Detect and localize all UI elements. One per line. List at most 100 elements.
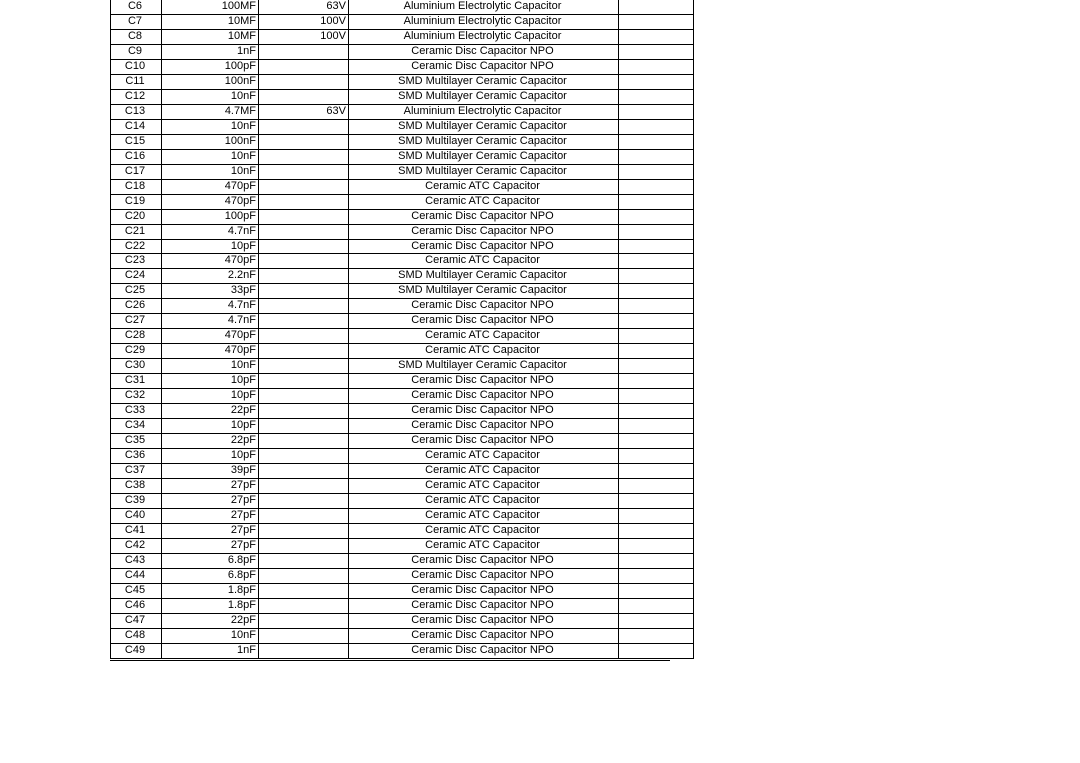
table-cell: Ceramic ATC Capacitor	[349, 538, 619, 553]
table-row: C451.8pFCeramic Disc Capacitor NPO	[111, 583, 694, 598]
table-cell	[259, 299, 349, 314]
table-cell	[259, 344, 349, 359]
table-cell: SMD Multilayer Ceramic Capacitor	[349, 359, 619, 374]
table-row: C3522pFCeramic Disc Capacitor NPO	[111, 434, 694, 449]
table-cell: Ceramic Disc Capacitor NPO	[349, 44, 619, 59]
component-table: C6100MF63VAluminium Electrolytic Capacit…	[110, 0, 694, 659]
table-cell: 1.8pF	[162, 583, 259, 598]
table-cell: Ceramic Disc Capacitor NPO	[349, 628, 619, 643]
table-cell: C47	[111, 613, 162, 628]
table-cell: 6.8pF	[162, 568, 259, 583]
table-cell: 470pF	[162, 254, 259, 269]
table-cell: 63V	[259, 104, 349, 119]
table-cell: 100nF	[162, 134, 259, 149]
table-cell: C42	[111, 538, 162, 553]
component-table-wrap: C6100MF63VAluminium Electrolytic Capacit…	[110, 0, 693, 659]
table-cell	[259, 598, 349, 613]
table-cell: 100pF	[162, 209, 259, 224]
table-row: C15100nFSMD Multilayer Ceramic Capacitor	[111, 134, 694, 149]
table-cell: 2.2nF	[162, 269, 259, 284]
table-cell	[259, 194, 349, 209]
table-row: C10100pFCeramic Disc Capacitor NPO	[111, 59, 694, 74]
table-cell: C13	[111, 104, 162, 119]
table-cell: C17	[111, 164, 162, 179]
table-cell	[259, 239, 349, 254]
table-cell: 100nF	[162, 74, 259, 89]
table-cell	[619, 179, 694, 194]
table-row: C1210nFSMD Multilayer Ceramic Capacitor	[111, 89, 694, 104]
table-cell	[619, 374, 694, 389]
table-cell: SMD Multilayer Ceramic Capacitor	[349, 74, 619, 89]
table-cell	[619, 553, 694, 568]
table-cell	[619, 14, 694, 29]
table-cell: SMD Multilayer Ceramic Capacitor	[349, 269, 619, 284]
table-cell: C21	[111, 224, 162, 239]
table-cell	[619, 464, 694, 479]
table-cell: C49	[111, 643, 162, 658]
table-cell: C34	[111, 419, 162, 434]
table-cell: 10nF	[162, 359, 259, 374]
table-cell: Ceramic Disc Capacitor NPO	[349, 239, 619, 254]
table-row: C3739pFCeramic ATC Capacitor	[111, 464, 694, 479]
table-cell: 10nF	[162, 149, 259, 164]
table-cell: Aluminium Electrolytic Capacitor	[349, 104, 619, 119]
table-cell: 4.7MF	[162, 104, 259, 119]
table-cell: 4.7nF	[162, 314, 259, 329]
table-row: C810MF100VAluminium Electrolytic Capacit…	[111, 29, 694, 44]
table-cell: 100MF	[162, 0, 259, 14]
table-cell	[259, 404, 349, 419]
table-cell	[619, 119, 694, 134]
table-cell	[259, 643, 349, 658]
table-row: C1610nFSMD Multilayer Ceramic Capacitor	[111, 149, 694, 164]
table-cell: 63V	[259, 0, 349, 14]
table-cell	[259, 254, 349, 269]
table-cell	[619, 419, 694, 434]
table-cell	[619, 59, 694, 74]
table-row: C3827pFCeramic ATC Capacitor	[111, 479, 694, 494]
table-row: C264.7nFCeramic Disc Capacitor NPO	[111, 299, 694, 314]
table-cell: 10pF	[162, 374, 259, 389]
table-row: C1410nFSMD Multilayer Ceramic Capacitor	[111, 119, 694, 134]
table-cell: 470pF	[162, 344, 259, 359]
table-cell: C43	[111, 553, 162, 568]
table-cell: C33	[111, 404, 162, 419]
table-cell: C30	[111, 359, 162, 374]
table-cell	[619, 404, 694, 419]
table-cell	[259, 119, 349, 134]
table-cell	[259, 284, 349, 299]
table-cell	[619, 29, 694, 44]
table-cell	[619, 239, 694, 254]
table-cell: Aluminium Electrolytic Capacitor	[349, 0, 619, 14]
table-row: C3410pFCeramic Disc Capacitor NPO	[111, 419, 694, 434]
table-cell: Ceramic ATC Capacitor	[349, 344, 619, 359]
table-row: C2533pFSMD Multilayer Ceramic Capacitor	[111, 284, 694, 299]
table-cell: 10pF	[162, 449, 259, 464]
table-cell	[619, 0, 694, 14]
table-row: C446.8pFCeramic Disc Capacitor NPO	[111, 568, 694, 583]
table-cell	[619, 104, 694, 119]
table-cell: C25	[111, 284, 162, 299]
table-cell	[619, 493, 694, 508]
table-cell: 22pF	[162, 613, 259, 628]
table-cell: C16	[111, 149, 162, 164]
table-cell: C28	[111, 329, 162, 344]
table-cell: 33pF	[162, 284, 259, 299]
table-cell	[259, 314, 349, 329]
table-cell: C26	[111, 299, 162, 314]
table-cell: 22pF	[162, 404, 259, 419]
table-cell: Ceramic ATC Capacitor	[349, 508, 619, 523]
table-cell: Ceramic Disc Capacitor NPO	[349, 419, 619, 434]
table-cell: Ceramic ATC Capacitor	[349, 479, 619, 494]
table-cell	[619, 583, 694, 598]
table-cell: SMD Multilayer Ceramic Capacitor	[349, 164, 619, 179]
table-cell	[259, 628, 349, 643]
table-cell	[259, 538, 349, 553]
table-cell	[259, 568, 349, 583]
table-cell: C31	[111, 374, 162, 389]
table-cell	[619, 523, 694, 538]
table-row: C23470pFCeramic ATC Capacitor	[111, 254, 694, 269]
table-cell: Ceramic ATC Capacitor	[349, 254, 619, 269]
table-row: C18470pFCeramic ATC Capacitor	[111, 179, 694, 194]
table-cell	[259, 374, 349, 389]
table-cell: Ceramic Disc Capacitor NPO	[349, 389, 619, 404]
